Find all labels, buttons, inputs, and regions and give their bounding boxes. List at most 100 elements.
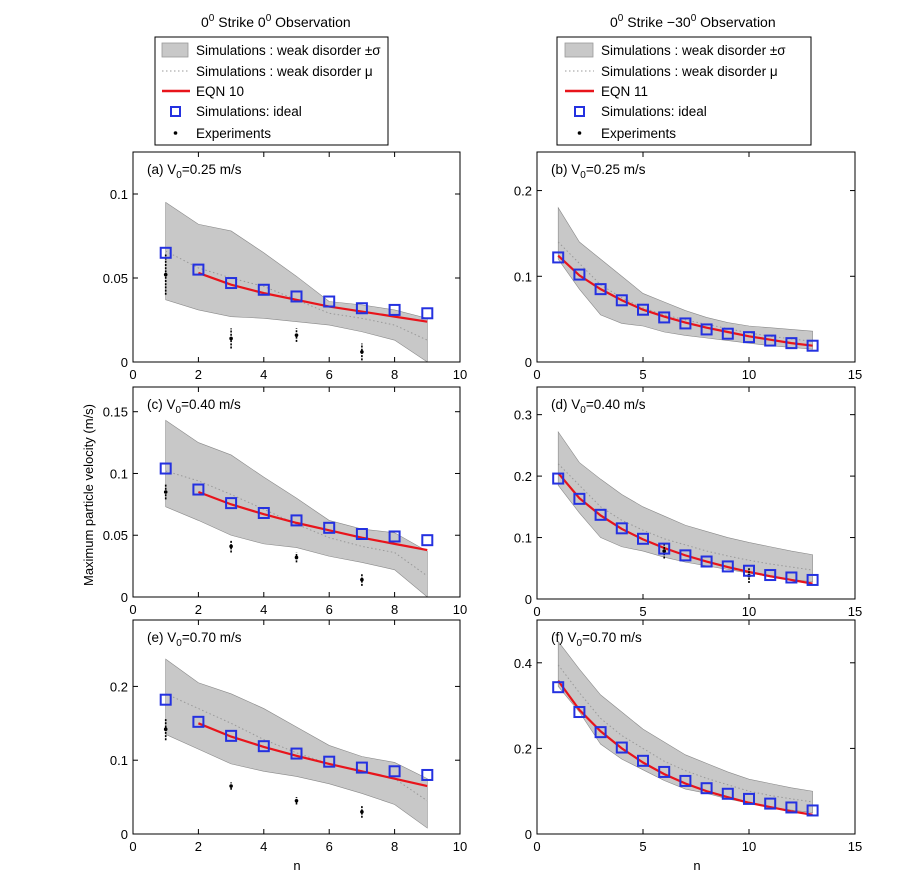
panel-a: 0 2 4 6 8 10 0 0.05 0.1 (a) V0=0.25 m/s xyxy=(103,151,467,382)
x-tick-label: 6 xyxy=(326,839,333,854)
experiment-point xyxy=(163,272,168,277)
ideal-marker xyxy=(615,522,628,535)
legend-box xyxy=(154,36,389,146)
y-tick-label: 0 xyxy=(121,590,128,605)
y-tick-label: 0.4 xyxy=(514,656,532,671)
x-tick-label: 6 xyxy=(326,602,333,617)
ideal-marker xyxy=(743,792,755,805)
x-tick-label: 0 xyxy=(129,602,136,617)
ideal-marker xyxy=(679,549,692,562)
ideal-marker xyxy=(615,741,628,754)
disorder-band xyxy=(557,640,813,813)
legend-exp-swatch xyxy=(173,131,178,135)
panel-c: 0 2 4 6 8 10 0 0.05 0.1 0.15 (c) V0=0.40 m/s xyxy=(103,386,467,617)
legend-ideal-swatch xyxy=(170,106,181,117)
legend-ideal-swatch xyxy=(574,106,585,117)
ideal-marker xyxy=(388,765,401,778)
ideal-marker xyxy=(658,542,671,555)
x-axis-label-left: n xyxy=(293,858,300,873)
legend-ideal-label: Simulations: ideal xyxy=(601,104,707,119)
ideal-marker xyxy=(192,715,205,728)
ideal-marker xyxy=(573,268,586,281)
ideal-marker xyxy=(785,337,798,350)
y-tick-label: 0.1 xyxy=(110,753,128,768)
ideal-marker xyxy=(764,797,777,810)
x-tick-label: 15 xyxy=(848,604,862,619)
axes-frame xyxy=(132,151,461,363)
panel-b: 0 5 10 15 0 0.1 0.2 (b) V0=0.25 m/s xyxy=(514,151,862,382)
ideal-marker xyxy=(192,263,205,276)
axes-frame xyxy=(536,386,856,600)
legend-eqn-label: EQN 11 xyxy=(601,84,648,99)
y-tick-label: 0.05 xyxy=(103,271,128,286)
x-tick-label: 10 xyxy=(453,367,467,382)
x-tick-label: 15 xyxy=(848,367,862,382)
ideal-marker xyxy=(421,307,434,320)
legend-band-swatch xyxy=(161,42,189,58)
ideal-marker xyxy=(355,302,368,315)
disorder-band xyxy=(165,658,428,829)
ideal-marker xyxy=(700,323,713,336)
ideal-marker xyxy=(290,747,303,760)
y-tick-label: 0.1 xyxy=(110,187,128,202)
ideal-marker xyxy=(658,765,671,778)
ideal-marker xyxy=(355,528,368,540)
x-tick-label: 0 xyxy=(533,367,540,382)
ideal-marker xyxy=(721,787,734,800)
y-tick-label: 0 xyxy=(525,592,532,607)
y-tick-label: 0.1 xyxy=(514,531,532,546)
y-tick-label: 0 xyxy=(525,827,532,842)
panel-label: (f) V0=0.70 m/s xyxy=(551,630,642,649)
ideal-marker xyxy=(257,507,270,519)
x-tick-label: 10 xyxy=(742,604,756,619)
ideal-marker xyxy=(637,532,649,545)
disorder-band xyxy=(557,206,813,350)
experiment-point xyxy=(229,784,233,788)
ideal-marker xyxy=(552,472,565,485)
x-tick-label: 10 xyxy=(742,839,756,854)
y-tick-label: 0.1 xyxy=(514,269,532,284)
ideal-marker xyxy=(764,334,777,347)
ideal-marker xyxy=(323,755,336,768)
ideal-marker xyxy=(721,560,734,573)
legend-ideal-label: Simulations: ideal xyxy=(196,104,302,119)
ideal-marker xyxy=(785,571,798,584)
ideal-marker xyxy=(743,564,755,577)
y-tick-label: 0.15 xyxy=(103,405,128,420)
x-tick-label: 5 xyxy=(639,604,646,619)
y-tick-label: 0.2 xyxy=(110,679,128,694)
x-tick-label: 8 xyxy=(391,602,398,617)
ideal-marker xyxy=(594,283,607,296)
x-tick-label: 0 xyxy=(129,839,136,854)
ideal-marker xyxy=(192,483,205,496)
x-tick-label: 0 xyxy=(533,839,540,854)
ideal-marker xyxy=(388,303,401,316)
ideal-marker xyxy=(159,246,172,259)
legend-left: Simulations : weak disorder ±σ Simulatio… xyxy=(154,36,389,146)
y-tick-label: 0.2 xyxy=(514,469,532,484)
ideal-marker xyxy=(552,681,565,694)
ideal-marker xyxy=(785,801,798,814)
ideal-marker xyxy=(615,294,628,307)
legend-eqn-label: EQN 10 xyxy=(196,84,244,99)
y-tick-label: 0 xyxy=(121,827,128,842)
x-tick-label: 4 xyxy=(260,839,267,854)
experiment-point xyxy=(360,810,364,814)
ideal-marker xyxy=(806,804,819,817)
y-tick-label: 0.05 xyxy=(103,528,128,543)
ideal-marker xyxy=(552,251,565,264)
eqn-line xyxy=(557,680,813,816)
ideal-marker xyxy=(159,693,172,706)
column-title-left: 00 Strike 00 Observation xyxy=(201,13,351,30)
experiment-point xyxy=(229,336,233,341)
ideal-marker xyxy=(421,534,434,547)
ideal-marker xyxy=(225,497,238,510)
ideal-marker xyxy=(658,311,671,324)
x-tick-label: 4 xyxy=(260,602,267,617)
y-tick-label: 0.3 xyxy=(514,408,532,423)
experiment-point xyxy=(229,544,233,549)
ideal-marker xyxy=(355,761,368,774)
x-tick-label: 2 xyxy=(195,839,202,854)
panel-e: 0 2 4 6 8 10 0 0.1 0.2 (e) V0=0.70 m/s xyxy=(110,619,467,854)
